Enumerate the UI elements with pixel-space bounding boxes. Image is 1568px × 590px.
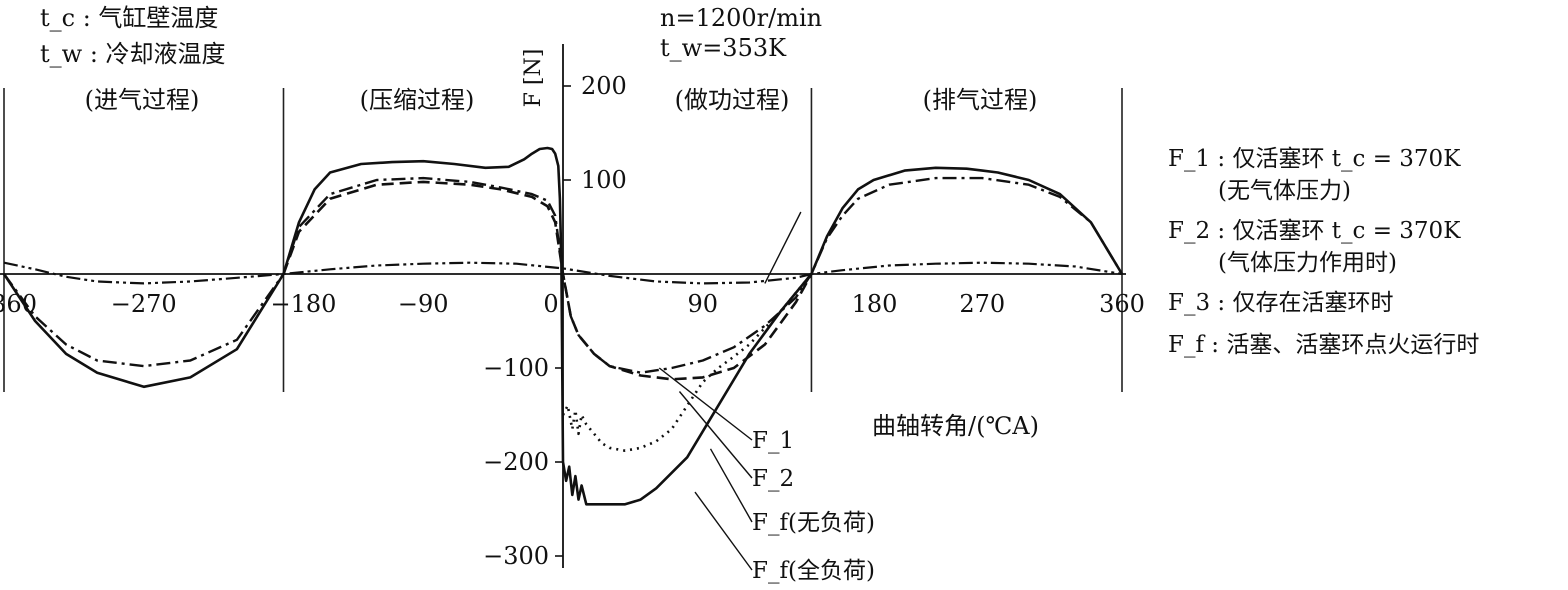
- x-tick-label: −180: [271, 290, 337, 318]
- y-tick-label: −300: [483, 542, 549, 570]
- x-tick-label: 90: [687, 290, 718, 318]
- series-line-F_f(全负荷): [2, 146, 1124, 506]
- tw-definition: t_w : 冷却液温度: [40, 40, 226, 68]
- leader-f3: [764, 211, 802, 284]
- y-tick-label: −100: [483, 354, 549, 382]
- series-line-F_f(无负荷): [561, 273, 813, 452]
- legend-line-4: (气体压力作用时): [1218, 250, 1397, 276]
- series-line-F_2: [282, 180, 813, 381]
- curve-label-f2: F_2: [752, 466, 794, 492]
- coolant-temp-label: t_w=353K: [660, 34, 787, 62]
- legend-line-3: F_2 : 仅活塞环 t_c = 370K: [1168, 218, 1461, 244]
- x-tick-label: 0: [543, 290, 558, 318]
- leader-ff-noload: [709, 448, 753, 523]
- curve-label-f1: F_1: [752, 428, 794, 454]
- legend-line-5: F_3 : 仅存在活塞环时: [1168, 290, 1393, 316]
- y-tick-label: 200: [581, 72, 627, 100]
- phase-exhaust: (排气过程): [923, 86, 1038, 114]
- leader-ff-fullload: [694, 491, 753, 571]
- x-tick-label: 360: [1099, 290, 1145, 318]
- leader-f2: [678, 391, 753, 479]
- series-line-F_3: [3, 261, 1123, 285]
- series-group: [2, 146, 1124, 571]
- y-tick-label: 100: [581, 166, 627, 194]
- axes: −360−270−180−90090180270360200100−100−20…: [0, 44, 1145, 570]
- legend-line-2: (无气体压力): [1218, 178, 1351, 204]
- x-tick-label: −270: [111, 290, 177, 318]
- speed-label: n=1200r/min: [660, 4, 822, 32]
- phase-compression: (压缩过程): [360, 86, 475, 114]
- phase-dividers: [3, 88, 1123, 392]
- phase-intake: (进气过程): [85, 86, 200, 114]
- legend-line-1: F_1 : 仅活塞环 t_c = 370K: [1168, 146, 1461, 172]
- series-line-F_1: [3, 176, 1124, 374]
- phase-power: (做功过程): [675, 86, 790, 114]
- y-tick-label: −200: [483, 448, 549, 476]
- curve-label-ff-noload: F_f(无负荷): [752, 510, 875, 536]
- x-tick-label: 180: [852, 290, 898, 318]
- tc-definition: t_c : 气缸壁温度: [40, 4, 218, 32]
- leader-f1: [658, 367, 753, 441]
- x-tick-label: 270: [959, 290, 1005, 318]
- legend-line-6: F_f : 活塞、活塞环点火运行时: [1168, 332, 1479, 358]
- x-axis-label: 曲轴转角/(℃A): [872, 412, 1039, 440]
- x-tick-label: −90: [398, 290, 449, 318]
- y-axis-label: F [N]: [521, 49, 546, 108]
- curve-label-ff-fullload: F_f(全负荷): [752, 558, 875, 584]
